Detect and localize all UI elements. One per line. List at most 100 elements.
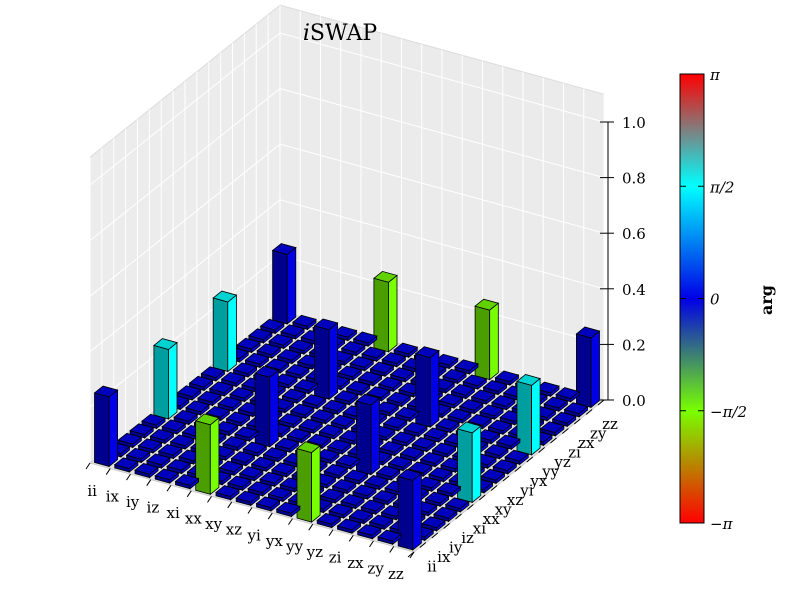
bar-top [313,318,339,331]
bar-flat [345,380,371,397]
x-tick-label: ix [106,487,120,505]
bar-flat [298,418,324,435]
bar-top [352,484,377,497]
bar-top [188,375,214,388]
bar-top [416,476,442,489]
y-tick [562,428,569,434]
y-tick-label: yy [541,462,559,480]
bar-top [153,338,178,350]
x-tick [207,496,212,503]
bar-top [275,501,301,514]
bar-flat [319,488,345,504]
y-tick-label: yi [519,481,533,499]
bar-flat [276,348,302,365]
bar-flat [289,403,315,420]
bar-flat [113,457,139,473]
bar-flat [218,460,244,477]
bar-top [232,362,258,375]
bar-face [355,400,372,476]
bar-flat [185,400,210,416]
x-tick [308,523,314,531]
bar-flat [318,424,344,440]
bar-flat [174,474,200,490]
axis-ticks: 0.0 0.2 0.4 0.6 0.8 1.0 [85,114,646,559]
bar-flat [316,513,342,529]
bar-top [555,387,581,399]
bar-flat [491,395,516,411]
bar-flat [248,328,273,344]
bar-flat [236,337,261,354]
x-tick-label: xi [166,504,179,522]
bar-top [227,475,252,488]
y-tick-label: yz [553,453,570,471]
bar-top [176,385,202,398]
y-tick [597,399,605,406]
x-tick-label: yi [246,526,260,544]
z-tick-label: 0.6 [622,225,646,243]
bar-top [255,496,281,509]
y-tick-label: zx [578,434,595,452]
bar-top [447,408,472,421]
bar-xx-yy [313,318,339,401]
bar-face [195,420,211,495]
bar-top [363,475,389,487]
bar-flat [247,481,273,497]
bar-top [166,459,192,471]
bar-face [108,389,118,468]
tick-labels: ii ix iy iz xi xx xy xz yi yx yy yz zi zx zy zz iiixiyiz… [87,415,618,583]
bar-top [278,413,303,425]
bar-top [323,463,349,476]
bar-top [286,428,312,440]
x-tick-label: yz [306,543,323,561]
bar-top [355,393,381,406]
bar-flat [454,359,479,375]
bar-flat [484,444,509,460]
bar-top [215,485,240,497]
bar-face [489,302,499,381]
bar-flat [227,475,252,492]
bar-flat [479,404,504,421]
bar-top [419,452,445,464]
y-tick [585,409,593,415]
bar-flat [379,440,405,457]
bar-top [479,404,504,417]
bar-top [318,424,344,437]
bar-top [352,331,378,344]
bar-top [333,390,359,402]
y-tick [550,437,557,444]
grid-line [89,88,605,241]
bar-top [394,406,420,419]
bar-top [366,386,391,399]
bar-ii-yy [212,290,238,373]
bar-zz-xx [456,421,482,504]
bar-flat [149,428,175,445]
bar-flat [428,467,453,483]
bar-flat [369,361,395,378]
bar-flat [333,390,359,406]
bar-top [357,371,383,383]
bar-flat [563,402,589,418]
bar-flat [208,381,234,397]
z-tick-label: 0.8 [622,170,646,188]
bar-top [381,352,407,364]
y-tick [573,418,581,425]
y-tick-label: ii [427,557,437,575]
bar-top [563,402,589,415]
bar-flat [360,499,386,516]
bar-flat [315,448,340,465]
bar-top [403,421,428,434]
bar-top [137,438,163,451]
bar-top [369,361,395,374]
bar-top [267,486,293,499]
bar-flat [275,501,301,518]
bar-flat [188,375,214,392]
y-tick [514,466,522,472]
bar-top [328,503,354,516]
bar-flat [262,447,288,463]
bar-face [474,305,491,381]
bar-top [248,328,273,341]
bar-flat [141,413,166,430]
colorbar: −π −π/2 0 π/2 π arg [679,66,776,533]
bar-top [340,341,366,353]
bar-flat [458,399,484,415]
